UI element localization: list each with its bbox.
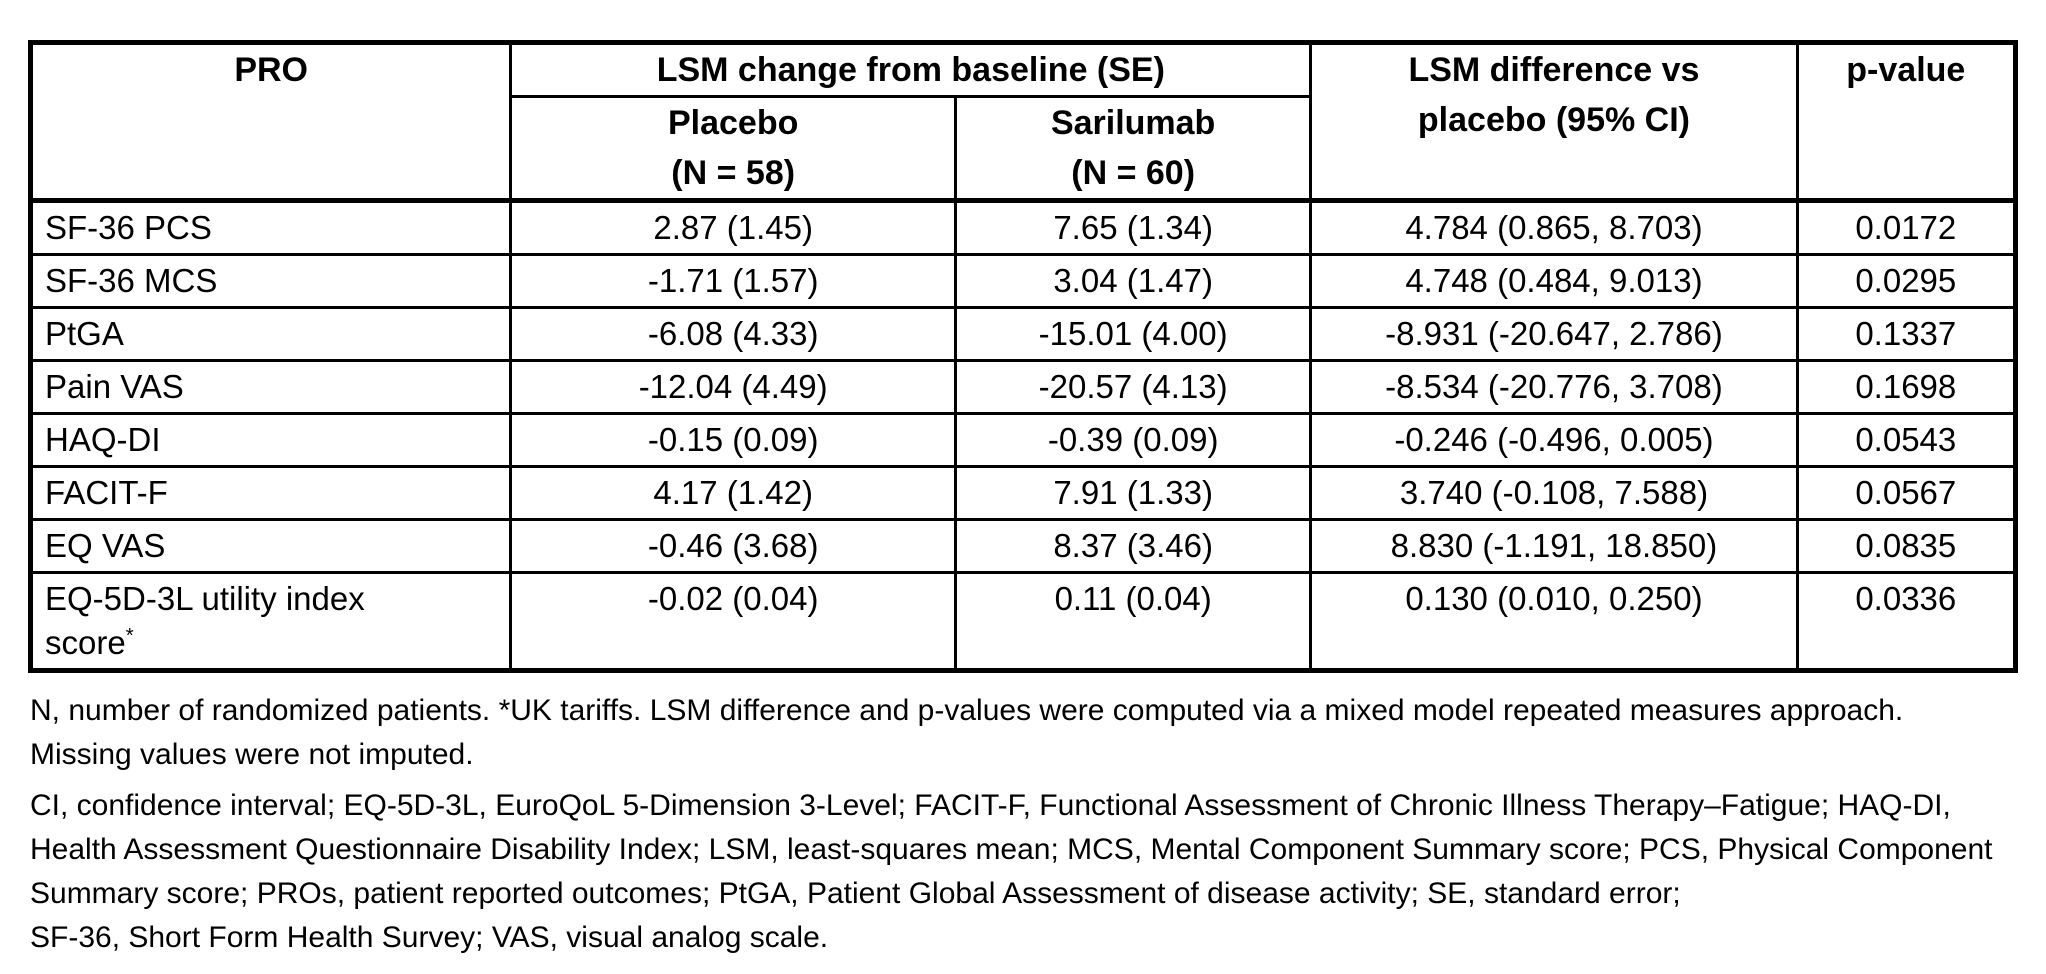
lsm-difference-value-cell: -0.246 (-0.496, 0.005) <box>1309 412 1799 468</box>
sarilumab-n: (N = 60) <box>1071 154 1196 192</box>
placebo-n: (N = 58) <box>671 154 796 192</box>
placebo-value-cell: -12.04 (4.49) <box>509 359 957 415</box>
column-header-pvalue: p-value <box>1795 41 2018 202</box>
column-header-pro: PRO <box>28 41 513 202</box>
pro-label-cell: PtGA <box>28 306 513 362</box>
pvalue-cell: 0.0567 <box>1795 465 2018 521</box>
sarilumab-value-cell: 8.37 (3.46) <box>953 518 1313 574</box>
lsm-difference-value-cell: 8.830 (-1.191, 18.850) <box>1309 518 1799 574</box>
sarilumab-value-cell: 0.11 (0.04) <box>953 571 1313 672</box>
table-body: SF-36 PCS 2.87 (1.45) 7.65 (1.34) 4.784 (0.… <box>28 198 2018 672</box>
table-row: HAQ-DI -0.15 (0.09) -0.39 (0.09) -0.246 (-0… <box>28 412 2018 468</box>
results-table: PRO LSM change from baseline (SE) LSM di… <box>28 40 2018 673</box>
sarilumab-value-cell: -15.01 (4.00) <box>953 306 1313 362</box>
lsm-difference-line2: placebo (95% CI) <box>1417 101 1690 139</box>
lsm-difference-line1: LSM difference vs <box>1408 51 1700 89</box>
placebo-value-cell: -6.08 (4.33) <box>509 306 957 362</box>
pro-label-cell: FACIT-F <box>28 465 513 521</box>
placebo-value-cell: -0.46 (3.68) <box>509 518 957 574</box>
header-row-group: PRO LSM change from baseline (SE) LSM di… <box>28 41 2018 202</box>
table-row: PtGA -6.08 (4.33) -15.01 (4.00) -8.931 (-20… <box>28 306 2018 362</box>
pvalue-cell: 0.0336 <box>1795 571 2018 672</box>
pro-label-cell: SF-36 MCS <box>28 253 513 309</box>
pvalue-cell: 0.0295 <box>1795 253 2018 309</box>
sarilumab-value-cell: 3.04 (1.47) <box>953 253 1313 309</box>
sarilumab-value-cell: -20.57 (4.13) <box>953 359 1313 415</box>
column-header-lsm-change-group: LSM change from baseline (SE) <box>509 41 1313 98</box>
pvalue-cell: 0.0172 <box>1795 198 2018 256</box>
sarilumab-value-cell: 7.91 (1.33) <box>953 465 1313 521</box>
column-header-lsm-change-label: LSM change from baseline (SE) <box>656 51 1165 89</box>
placebo-value-cell: -1.71 (1.57) <box>509 253 957 309</box>
table-row: SF-36 MCS -1.71 (1.57) 3.04 (1.47) 4.748 (0… <box>28 253 2018 309</box>
footnote-line: Health Assessment Questionnaire Disabili… <box>30 833 1993 866</box>
pro-label-cell: SF-36 PCS <box>28 198 513 256</box>
column-header-lsm-difference: LSM difference vs placebo (95% CI) <box>1309 41 1799 202</box>
pvalue-cell: 0.0835 <box>1795 518 2018 574</box>
footnote-line: N, number of randomized patients. *UK ta… <box>30 694 1904 727</box>
pro-label-cell: EQ VAS <box>28 518 513 574</box>
placebo-value-cell: 4.17 (1.42) <box>509 465 957 521</box>
column-header-placebo: Placebo (N = 58) <box>509 95 957 202</box>
table-row: FACIT-F 4.17 (1.42) 7.91 (1.33) 3.740 (-0.1… <box>28 465 2018 521</box>
table-row: SF-36 PCS 2.87 (1.45) 7.65 (1.34) 4.784 (0.… <box>28 198 2018 256</box>
lsm-difference-value-cell: 4.784 (0.865, 8.703) <box>1309 198 1799 256</box>
placebo-label: Placebo <box>667 104 799 142</box>
column-header-pro-label: PRO <box>234 51 309 89</box>
placebo-value-cell: -0.15 (0.09) <box>509 412 957 468</box>
column-header-pvalue-label: p-value <box>1846 51 1966 89</box>
lsm-difference-value-cell: 4.748 (0.484, 9.013) <box>1309 253 1799 309</box>
pro-label-cell: EQ-5D-3L utility index score* <box>28 571 513 672</box>
sarilumab-value-cell: 7.65 (1.34) <box>953 198 1313 256</box>
lsm-difference-value-cell: 3.740 (-0.108, 7.588) <box>1309 465 1799 521</box>
pvalue-cell: 0.0543 <box>1795 412 2018 468</box>
sarilumab-value-cell: -0.39 (0.09) <box>953 412 1313 468</box>
column-header-sarilumab: Sarilumab (N = 60) <box>953 95 1313 202</box>
footnote-line: Summary score; PROs, patient reported ou… <box>30 877 1681 910</box>
table-row: EQ VAS -0.46 (3.68) 8.37 (3.46) 8.830 (-1.1… <box>28 518 2018 574</box>
footnote-line: SF-36, Short Form Health Survey; VAS, vi… <box>30 921 829 954</box>
table-header: PRO LSM change from baseline (SE) LSM di… <box>28 41 2018 202</box>
table-row: Pain VAS -12.04 (4.49) -20.57 (4.13) -8.534… <box>28 359 2018 415</box>
lsm-difference-value-cell: 0.130 (0.010, 0.250) <box>1309 571 1799 672</box>
lsm-difference-value-cell: -8.534 (-20.776, 3.708) <box>1309 359 1799 415</box>
footnote-line: CI, confidence interval; EQ-5D-3L, EuroQ… <box>30 789 1951 822</box>
pro-label-cell: Pain VAS <box>28 359 513 415</box>
placebo-value-cell: -0.02 (0.04) <box>509 571 957 672</box>
sarilumab-label: Sarilumab <box>1050 104 1216 142</box>
pvalue-cell: 0.1337 <box>1795 306 2018 362</box>
pvalue-cell: 0.1698 <box>1795 359 2018 415</box>
table-row: EQ-5D-3L utility index score* -0.02 (0.04)… <box>28 571 2018 672</box>
placebo-value-cell: 2.87 (1.45) <box>509 198 957 256</box>
header-row-arms: Placebo (N = 58) Sarilumab (N = 60) <box>31 95 2016 202</box>
footnote-line: Missing values were not imputed. <box>30 738 474 771</box>
lsm-difference-value-cell: -8.931 (-20.647, 2.786) <box>1309 306 1799 362</box>
footnotes: N, number of randomized patients. *UK ta… <box>30 689 2018 960</box>
pro-label-cell: HAQ-DI <box>28 412 513 468</box>
